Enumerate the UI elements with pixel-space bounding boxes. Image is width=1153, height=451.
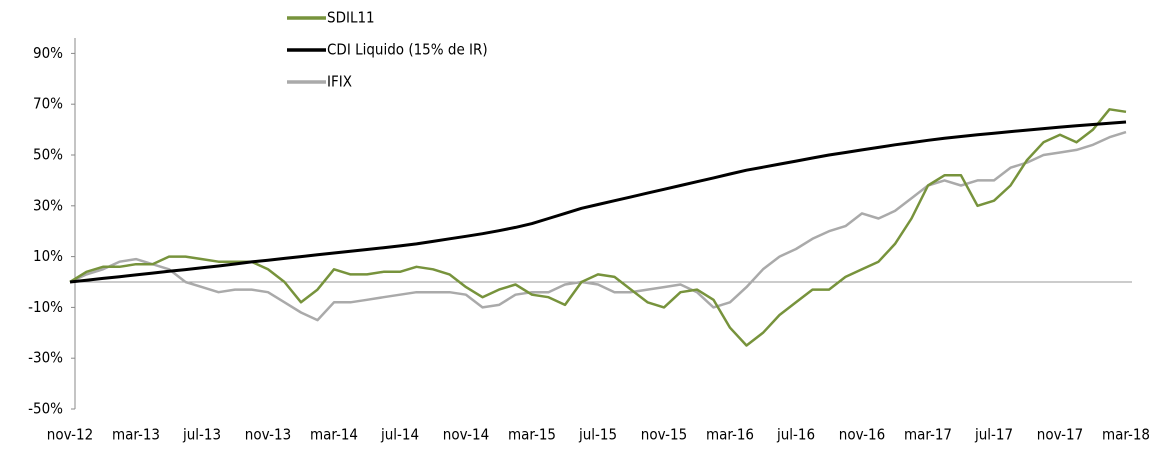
legend-label: CDI Liquido (15% de IR)	[327, 41, 488, 59]
x-tick-label: nov-15	[641, 426, 687, 444]
x-tick-label: nov-16	[839, 426, 885, 444]
x-tick-label: mar-15	[508, 426, 556, 444]
x-tick-label: jul-13	[182, 426, 221, 444]
x-tick-label: nov-13	[245, 426, 291, 444]
legend-label: IFIX	[327, 73, 352, 91]
series-line	[69, 130, 1127, 322]
x-tick-label: mar-16	[706, 426, 754, 444]
y-tick-label: -10%	[28, 298, 63, 316]
x-tick-label: mar-14	[310, 426, 358, 444]
x-tick-label: jul-14	[380, 426, 419, 444]
series-line	[69, 108, 1127, 347]
y-tick-label: 70%	[33, 95, 63, 113]
x-tick-label: mar-17	[904, 426, 952, 444]
x-tick-label: mar-13	[112, 426, 160, 444]
x-tick-label: jul-17	[974, 426, 1013, 444]
x-tick-label: nov-14	[443, 426, 489, 444]
y-tick-label: -50%	[28, 400, 63, 418]
y-tick-label: 90%	[33, 44, 63, 62]
series-line	[69, 120, 1127, 284]
x-tick-label: jul-16	[776, 426, 815, 444]
x-tick-label: nov-12	[47, 426, 93, 444]
y-tick-label: -30%	[28, 349, 63, 367]
y-tick-label: 30%	[33, 196, 63, 214]
x-tick-label: nov-17	[1037, 426, 1083, 444]
x-tick-label: mar-18	[1102, 426, 1150, 444]
legend-label: SDIL11	[327, 9, 375, 27]
y-tick-label: 10%	[33, 247, 63, 265]
y-tick-label: 50%	[33, 146, 63, 164]
x-tick-label: jul-15	[578, 426, 617, 444]
